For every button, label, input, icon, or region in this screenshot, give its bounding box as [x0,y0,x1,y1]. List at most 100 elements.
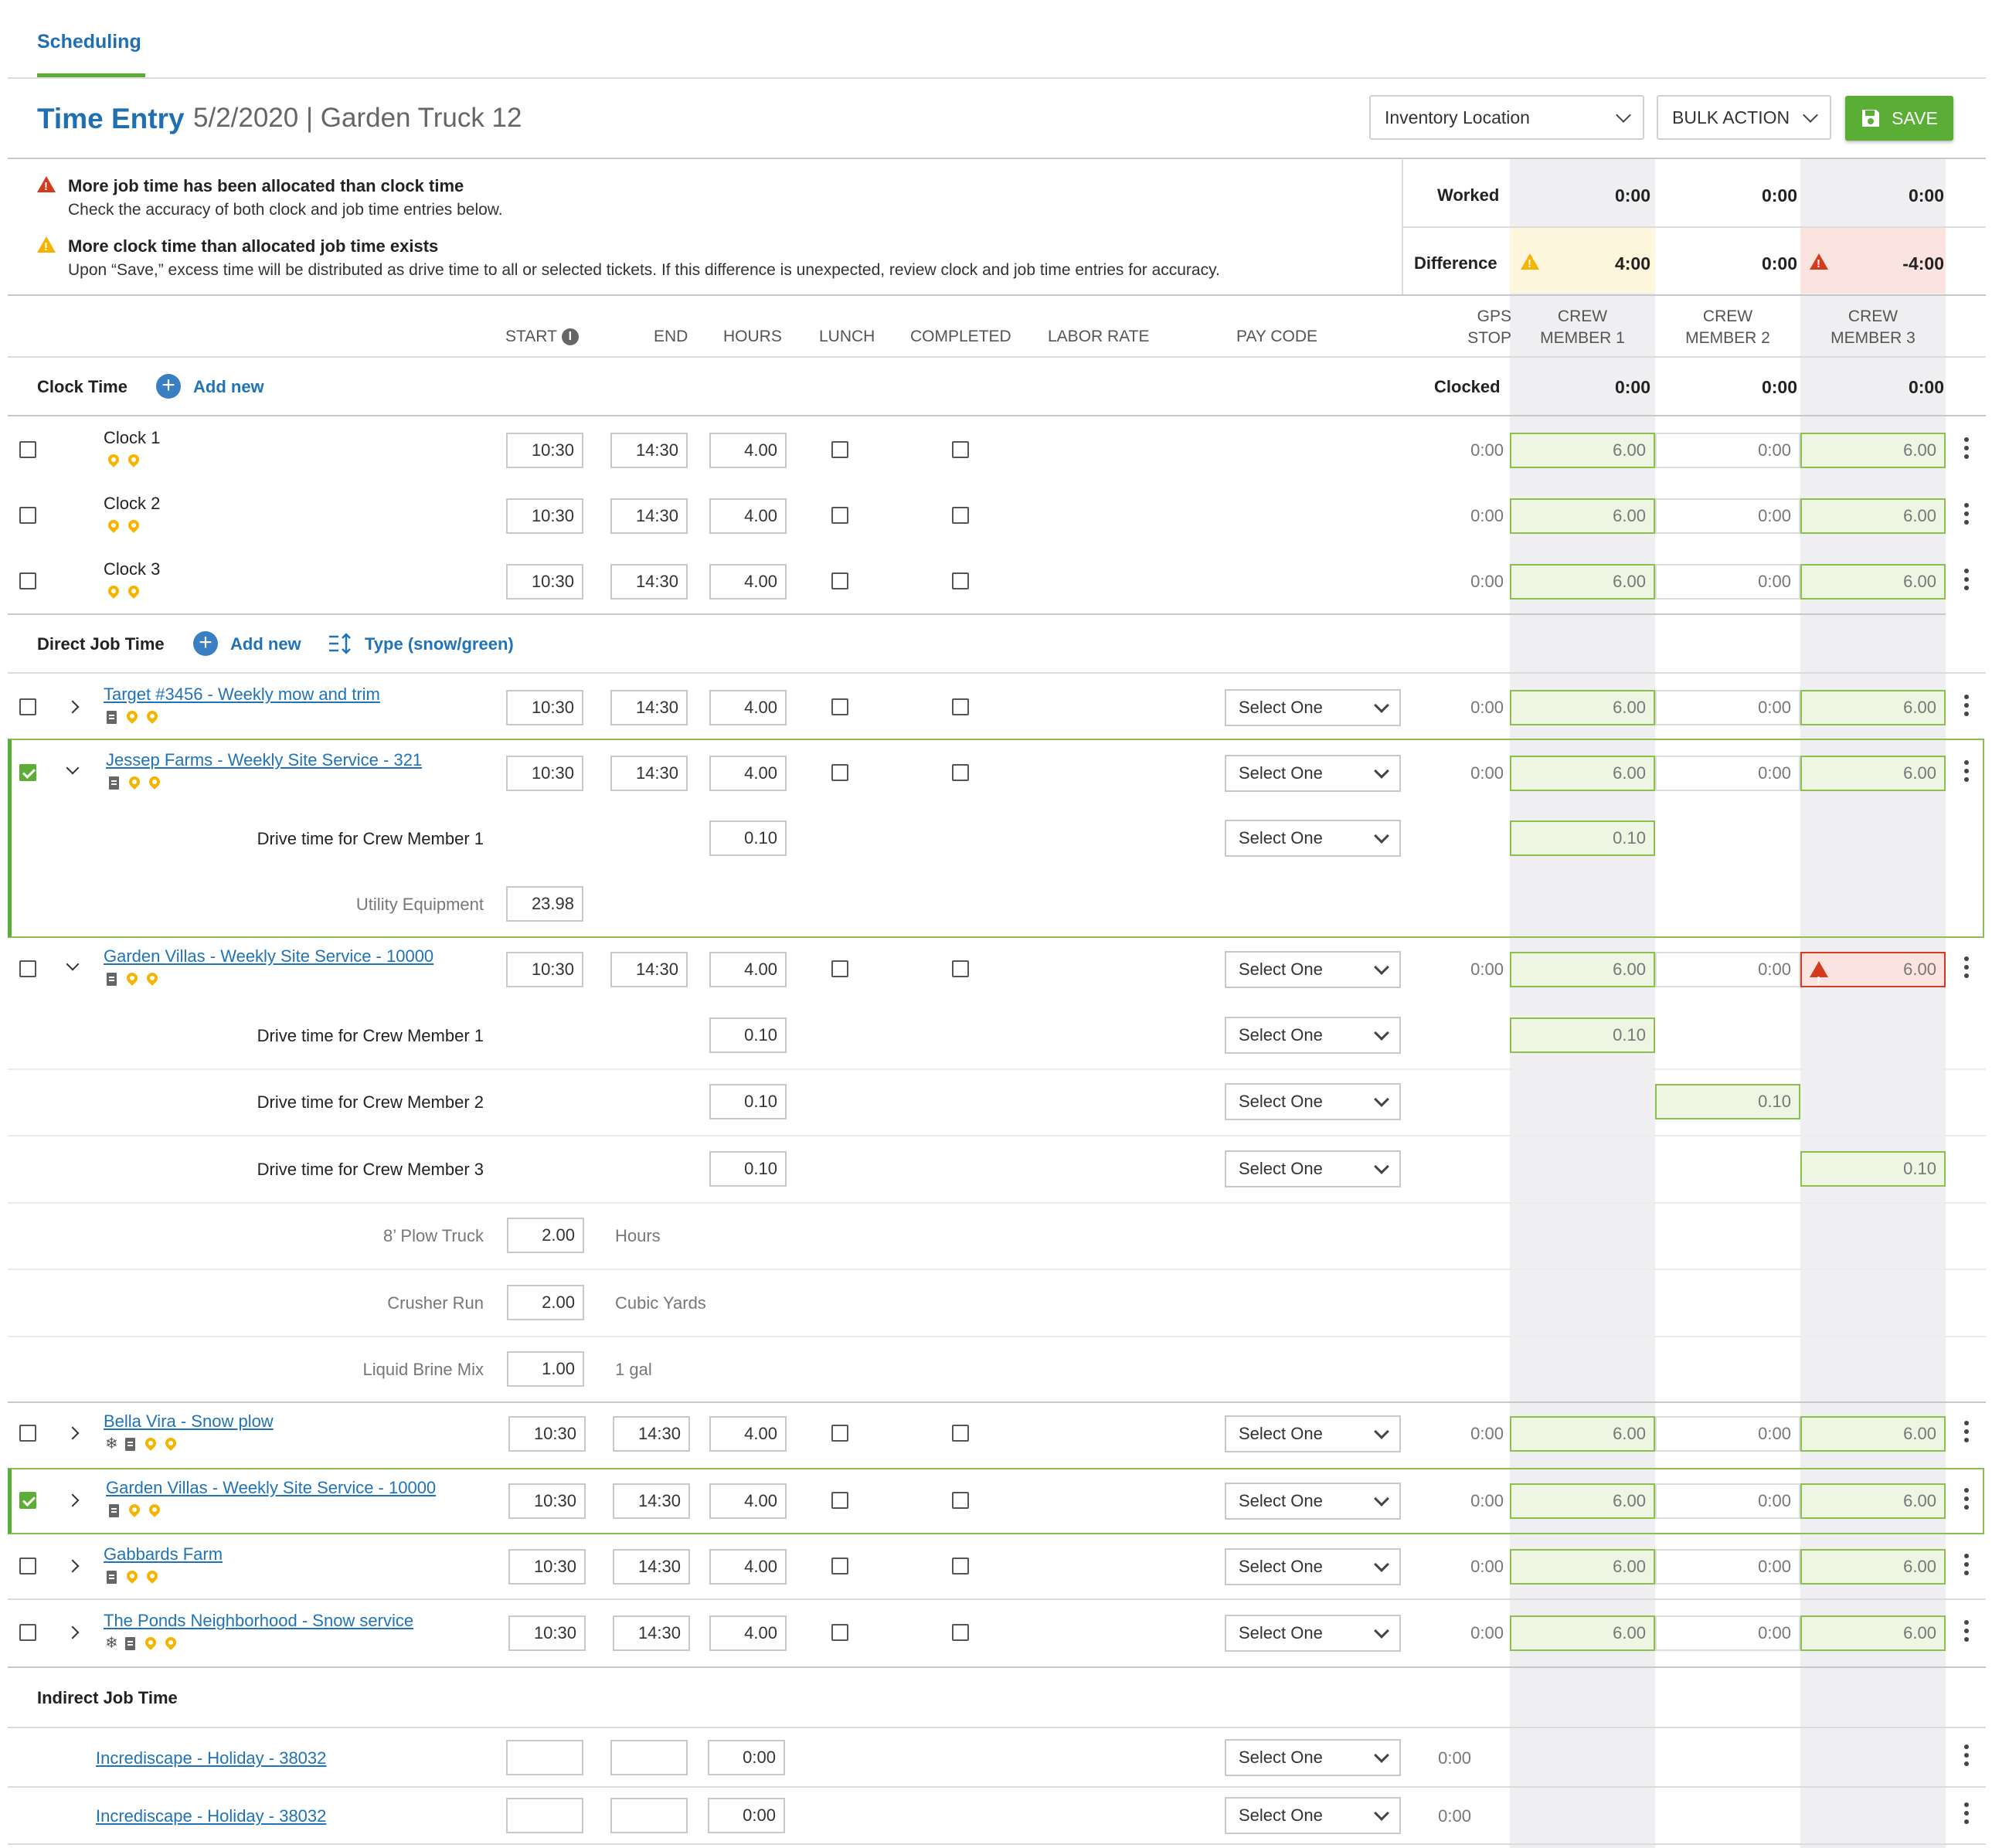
end-input[interactable]: 14:30 [610,952,688,987]
crew1-hours[interactable]: 6.00 [1510,1615,1655,1651]
drive-hours-input[interactable]: 0.10 [709,1017,787,1053]
completed-checkbox[interactable] [952,1425,969,1442]
start-input[interactable]: 10:30 [506,498,583,534]
pay-code-select[interactable]: Select One [1225,1483,1401,1520]
lunch-checkbox[interactable] [831,507,848,524]
pay-code-select[interactable]: Select One [1225,1797,1401,1834]
row-menu-icon[interactable] [1964,503,1969,528]
hours-input[interactable]: 0:00 [708,1798,785,1833]
crew1-hours[interactable]: 6.00 [1510,690,1655,725]
crew2-hours[interactable]: 0:00 [1655,1549,1800,1585]
pay-code-select[interactable]: Select One [1225,1615,1401,1652]
lunch-checkbox[interactable] [831,572,848,589]
completed-checkbox[interactable] [952,960,969,977]
start-input[interactable] [506,1740,583,1775]
end-input[interactable]: 14:30 [610,498,688,534]
completed-checkbox[interactable] [952,507,969,524]
row-checkbox[interactable] [19,1624,36,1641]
row-checkbox[interactable] [19,1425,36,1442]
completed-checkbox[interactable] [952,1492,969,1509]
material-qty-input[interactable]: 2.00 [507,1218,584,1253]
job-link[interactable]: Target #3456 - Weekly mow and trim [104,685,380,704]
pay-code-select[interactable]: Select One [1225,1415,1401,1452]
crew2-hours[interactable]: 0:00 [1655,564,1800,600]
crew1-drive-hours[interactable]: 0.10 [1510,820,1655,856]
start-input[interactable]: 10:30 [508,1483,586,1519]
lunch-checkbox[interactable] [831,441,848,458]
pay-code-select[interactable]: Select One [1225,755,1401,792]
hours-input[interactable]: 4.00 [709,1416,787,1452]
start-input[interactable]: 10:30 [506,690,583,725]
crew1-hours[interactable]: 6.00 [1510,756,1655,791]
tab-scheduling[interactable]: Scheduling [37,31,141,53]
start-input[interactable] [506,1798,583,1833]
start-input[interactable]: 10:30 [508,1416,586,1452]
job-link[interactable]: Garden Villas - Weekly Site Service - 10… [104,946,434,966]
crew2-hours[interactable]: 0:00 [1655,756,1800,791]
completed-checkbox[interactable] [952,764,969,781]
drive-hours-input[interactable]: 0.10 [709,1084,787,1119]
crew3-hours[interactable]: 6.00 [1800,952,1946,997]
crew3-hours[interactable]: 6.00 [1800,1483,1946,1519]
expand-chevron-icon[interactable] [66,1559,80,1573]
crew2-drive-hours[interactable]: 0.10 [1655,1084,1800,1119]
info-icon[interactable]: i [561,328,579,346]
collapse-chevron-icon[interactable] [66,957,80,971]
completed-checkbox[interactable] [952,572,969,589]
end-input[interactable]: 14:30 [610,690,688,725]
row-menu-icon[interactable] [1964,569,1969,594]
row-menu-icon[interactable] [1964,1554,1969,1579]
crew1-hours[interactable]: 6.00 [1510,1483,1655,1519]
lunch-checkbox[interactable] [831,1425,848,1442]
drive-hours-input[interactable]: 0.10 [709,1151,787,1187]
job-link[interactable]: The Ponds Neighborhood - Snow service [104,1611,414,1630]
crew2-hours[interactable]: 0:00 [1655,1483,1800,1519]
lunch-checkbox[interactable] [831,1624,848,1641]
start-input[interactable]: 10:30 [506,433,583,468]
indirect-job-link[interactable]: Incrediscape - Holiday - 38032 [96,1806,327,1826]
expand-chevron-icon[interactable] [66,1426,80,1440]
pay-code-select[interactable]: Select One [1225,1083,1401,1120]
add-clock-icon[interactable]: + [156,374,181,399]
crew2-hours[interactable]: 0:00 [1655,433,1800,468]
end-input[interactable]: 14:30 [613,1483,690,1519]
crew1-hours[interactable]: 6.00 [1510,433,1655,468]
lunch-checkbox[interactable] [831,960,848,977]
completed-checkbox[interactable] [952,1624,969,1641]
pay-code-select[interactable]: Select One [1225,1150,1401,1187]
crew2-hours[interactable]: 0:00 [1655,498,1800,534]
pay-code-select[interactable]: Select One [1225,1017,1401,1054]
expand-chevron-icon[interactable] [66,1625,80,1639]
row-menu-icon[interactable] [1964,1620,1969,1646]
material-qty-input[interactable]: 1.00 [507,1351,584,1387]
row-menu-icon[interactable] [1964,1744,1969,1770]
start-input[interactable]: 10:30 [506,756,583,791]
job-link[interactable]: Jessep Farms - Weekly Site Service - 321 [106,750,423,769]
start-input[interactable]: 10:30 [508,1615,586,1651]
row-checkbox[interactable] [19,572,36,589]
completed-checkbox[interactable] [952,1558,969,1575]
add-direct-job-button[interactable]: Add new [230,634,301,654]
inventory-location-dropdown[interactable]: Inventory Location [1369,95,1644,140]
crew2-hours[interactable]: 0:00 [1655,1416,1800,1452]
lunch-checkbox[interactable] [831,1492,848,1509]
row-menu-icon[interactable] [1964,1802,1969,1828]
crew3-drive-hours[interactable]: 0.10 [1800,1151,1946,1187]
crew1-hours[interactable]: 6.00 [1510,1549,1655,1585]
end-input[interactable]: 14:30 [613,1416,690,1452]
row-menu-icon[interactable] [1964,1421,1969,1446]
crew1-hours[interactable]: 6.00 [1510,498,1655,534]
start-input[interactable]: 10:30 [506,564,583,600]
hours-input[interactable]: 4.00 [709,498,787,534]
crew1-hours[interactable]: 6.00 [1510,952,1655,987]
pay-code-select[interactable]: Select One [1225,1739,1401,1776]
job-link[interactable]: Gabbards Farm [104,1544,223,1564]
indirect-job-link[interactable]: Incrediscape - Holiday - 38032 [96,1748,327,1768]
row-menu-icon[interactable] [1964,956,1969,982]
job-link[interactable]: Garden Villas - Weekly Site Service - 10… [106,1478,437,1497]
sort-type-icon[interactable] [328,632,352,655]
hours-input[interactable]: 4.00 [709,564,787,600]
row-checkbox[interactable] [19,1558,36,1575]
pay-code-select[interactable]: Select One [1225,689,1401,726]
bulk-action-dropdown[interactable]: BULK ACTION [1657,95,1831,140]
